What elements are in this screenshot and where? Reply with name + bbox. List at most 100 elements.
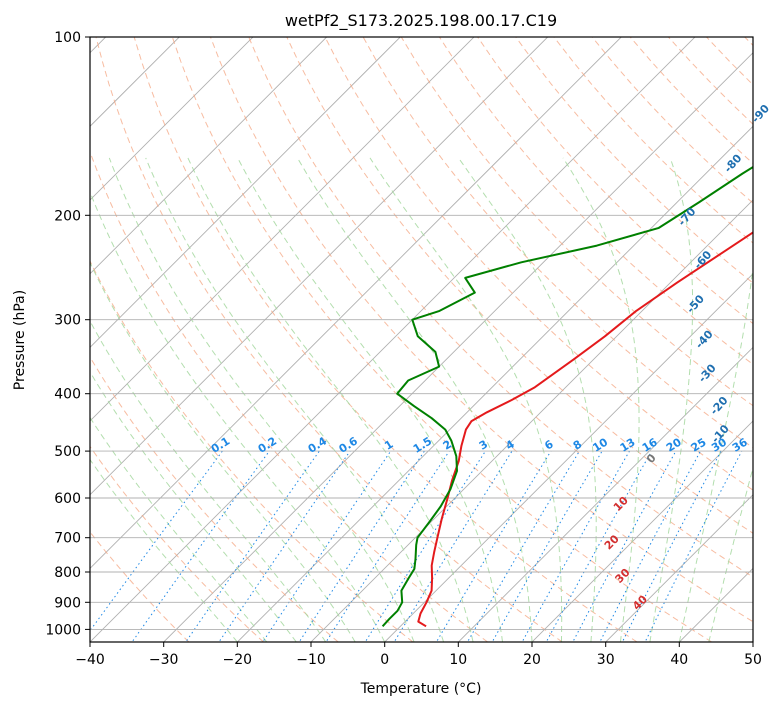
dry-adiabat-label: -80 (722, 151, 745, 175)
isotherm-line (90, 37, 622, 570)
moist-adiabat-line (678, 264, 753, 642)
moist-adiabat-line (90, 190, 386, 642)
mixing-ratio-label: 6 (542, 437, 556, 452)
moist-adiabat-line (145, 157, 445, 642)
dry-adiabat-line (324, 37, 753, 491)
x-tick-label: −10 (296, 652, 326, 668)
x-tick-label: 0 (380, 652, 389, 668)
moist-adiabat-line (90, 320, 327, 642)
mixing-ratio-label: 1.5 (411, 434, 434, 455)
moist-adiabat-line (90, 370, 297, 642)
isotherm-line (0, 10, 59, 654)
x-tick-label: 30 (597, 652, 615, 668)
mixing-ratio-line (325, 450, 450, 642)
dry-adiabat-line (90, 259, 414, 642)
profiles (381, 165, 753, 628)
dry-adiabat-label: -20 (708, 394, 731, 418)
moist-adiabat-label: 10 (611, 494, 631, 514)
x-axis: −40 −30 −20 −10 0 10 20 30 40 50 (75, 642, 762, 668)
isotherm-line (90, 37, 696, 642)
isotherm-line (90, 37, 401, 348)
mixing-ratio-line (262, 450, 392, 642)
moist-adiabat-line (458, 157, 597, 642)
dry-adiabat-line (248, 37, 753, 578)
y-tick-label: 1000 (45, 622, 81, 638)
isotherm-line (310, 199, 753, 642)
moist-adiabat-label: 0 (644, 451, 659, 466)
isotherm-line (531, 420, 753, 642)
y-tick-label: 900 (54, 595, 81, 611)
dry-adiabat-line (210, 37, 753, 623)
dry-adiabat-label: -60 (691, 248, 714, 272)
mixing-ratio-label: 0.1 (209, 434, 232, 455)
mixing-ratio-line (621, 450, 722, 642)
y-tick-label: 300 (54, 313, 81, 329)
dry-adiabat-label: -30 (696, 361, 719, 385)
y-tick-label: 200 (54, 208, 81, 224)
moist-adiabat-line (649, 157, 694, 642)
mixing-ratio-line (218, 450, 351, 642)
plot-frame (89, 36, 754, 643)
mixing-ratio-line (131, 450, 270, 642)
dry-adiabat-line (171, 37, 712, 642)
mixing-ratio-label: 0.4 (306, 434, 330, 456)
line-labels: 0.10.20.40.611.52346810131620253036-100-… (209, 102, 772, 613)
moist-adiabat-label: 40 (630, 592, 650, 612)
isotherm-line (90, 37, 180, 127)
y-tick-label: 500 (54, 444, 81, 460)
y-tick-label: 700 (54, 531, 81, 547)
moist-adiabat-line (237, 157, 503, 642)
dry-adiabat-line (95, 37, 563, 642)
isotherm-line (90, 37, 549, 496)
mixing-ratio-line (393, 450, 513, 642)
mixing-ratio-line (298, 450, 425, 642)
mixing-ratio-line (644, 450, 743, 642)
background-lines (0, 10, 753, 654)
isotherm-line (90, 37, 328, 275)
isotherm-line (90, 37, 475, 422)
mixing-ratio-label: 0.6 (337, 434, 361, 456)
isotherm-line (605, 494, 753, 642)
dry-adiabat-line (286, 37, 753, 534)
x-tick-label: 40 (670, 652, 688, 668)
dewpoint-profile (381, 165, 753, 627)
mixing-ratio-line (435, 450, 552, 642)
y-tick-label: 800 (54, 565, 81, 581)
x-tick-label: 10 (449, 652, 467, 668)
mixing-ratio-line (90, 450, 223, 632)
dry-adiabat-line (706, 37, 753, 86)
moist-adiabat-label: 20 (602, 532, 622, 552)
dry-adiabat-label: -70 (676, 205, 699, 229)
mixing-ratio-line (466, 450, 580, 642)
chart-title: wetPf2_S173.2025.198.00.17.C19 (285, 11, 557, 31)
pressure-gridlines (90, 37, 753, 630)
isotherm-line (457, 346, 753, 642)
mixing-ratio-line (491, 450, 603, 642)
dry-adiabat-line (90, 356, 339, 642)
moist-adiabat-line (90, 416, 268, 642)
moist-adiabat-line (708, 465, 753, 642)
isotherm-line (163, 52, 753, 642)
mixing-ratio-label: 36 (730, 435, 750, 454)
x-tick-label: −40 (75, 652, 105, 668)
x-tick-label: 50 (744, 652, 762, 668)
mixing-ratio-line (572, 450, 677, 642)
dry-adiabat-line (515, 37, 753, 284)
mixing-ratio-label: 8 (571, 438, 584, 453)
x-tick-label: −20 (223, 652, 253, 668)
isotherm-line (384, 273, 753, 642)
y-tick-label: 600 (54, 491, 81, 507)
y-tick-label: 100 (54, 30, 81, 46)
y-axis-label: Pressure (hPa) (12, 290, 28, 390)
moist-adiabat-line (90, 458, 238, 642)
dry-adiabat-line (668, 37, 753, 125)
moist-adiabat-line (369, 157, 563, 642)
moist-adiabat-line (90, 261, 356, 642)
dry-adiabat-line (90, 445, 264, 642)
dry-adiabat-line (90, 150, 488, 642)
y-tick-label: 400 (54, 387, 81, 403)
temperature-profile (417, 231, 753, 628)
dry-adiabat-line (744, 37, 753, 47)
x-axis-label: Temperature (°C) (360, 681, 482, 697)
